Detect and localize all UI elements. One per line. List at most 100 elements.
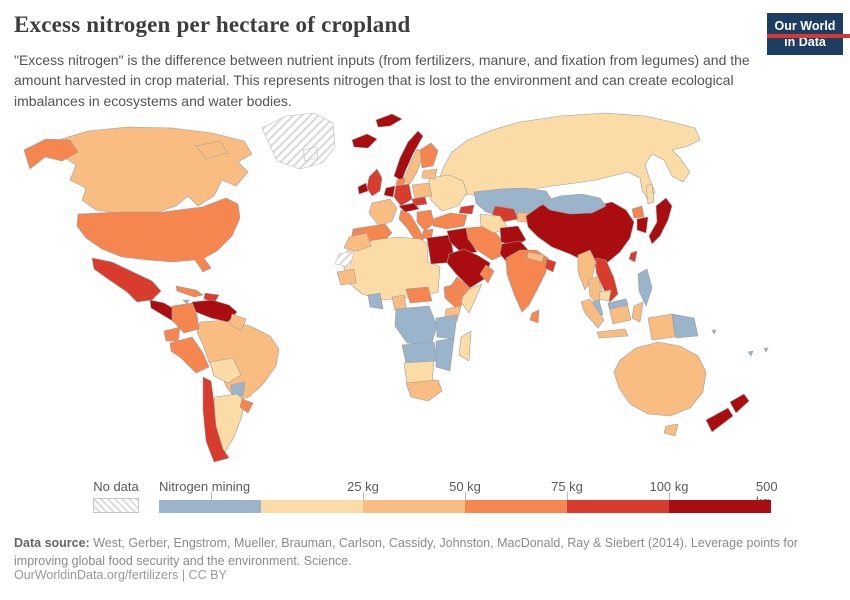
legend-segment-0-25[interactable] bbox=[261, 500, 363, 513]
country-central-african-republic[interactable] bbox=[405, 286, 433, 304]
country-venezuela[interactable] bbox=[191, 299, 238, 323]
country-madagascar[interactable] bbox=[458, 330, 472, 362]
country-mozambique-zimbabwe[interactable] bbox=[435, 337, 455, 372]
country-morocco[interactable] bbox=[343, 232, 372, 252]
legend-segment-75-100[interactable] bbox=[567, 500, 669, 513]
country-south-africa[interactable] bbox=[405, 379, 443, 402]
country-fiji[interactable] bbox=[747, 350, 754, 357]
country-alps[interactable] bbox=[398, 202, 420, 213]
country-indonesia-sumatra[interactable] bbox=[580, 298, 605, 329]
country-svalbard[interactable] bbox=[375, 113, 403, 128]
country-greenland-islet[interactable] bbox=[302, 146, 319, 162]
country-indonesia-java[interactable] bbox=[596, 328, 629, 339]
country-turkey[interactable] bbox=[432, 212, 468, 230]
country-north-korea[interactable] bbox=[631, 205, 645, 219]
country-usa[interactable] bbox=[76, 197, 241, 273]
legend-segment-50-75[interactable] bbox=[465, 500, 567, 513]
country-colombia[interactable] bbox=[171, 302, 200, 334]
country-tanzania[interactable] bbox=[435, 314, 458, 340]
country-yemen[interactable] bbox=[449, 276, 471, 296]
country-indonesia-sulawesi[interactable] bbox=[631, 301, 644, 323]
country-vietnam[interactable] bbox=[595, 257, 619, 303]
legend-tickmark bbox=[669, 492, 670, 500]
page-title: Excess nitrogen per hectare of cropland bbox=[14, 12, 411, 37]
country-mexico[interactable] bbox=[91, 257, 162, 303]
country-angola-zambia[interactable] bbox=[401, 341, 438, 364]
country-guyana[interactable] bbox=[229, 313, 247, 332]
country-germany[interactable] bbox=[393, 183, 413, 207]
country-uruguay[interactable] bbox=[239, 398, 254, 414]
legend-segment-100-500[interactable] bbox=[669, 500, 771, 513]
country-cambodia[interactable] bbox=[598, 289, 612, 302]
legend-segment-25-50[interactable] bbox=[363, 500, 465, 513]
country-mongolia[interactable] bbox=[539, 193, 607, 215]
country-bolivia[interactable] bbox=[209, 357, 242, 384]
country-papua-new-guinea[interactable] bbox=[671, 313, 699, 339]
country-alaska[interactable] bbox=[23, 138, 79, 170]
country-australia[interactable] bbox=[613, 341, 707, 417]
legend-tickmark bbox=[363, 492, 364, 500]
country-chile[interactable] bbox=[202, 376, 230, 463]
legend-tickmark bbox=[211, 492, 212, 500]
data-source-text: West, Gerber, Engstrom, Mueller, Brauman… bbox=[14, 536, 798, 569]
country-jamaica[interactable] bbox=[182, 299, 190, 305]
country-nepal[interactable] bbox=[526, 251, 545, 263]
country-greenland[interactable] bbox=[261, 112, 336, 170]
country-senegal[interactable] bbox=[336, 268, 357, 286]
country-eastern-europe[interactable] bbox=[426, 174, 468, 212]
owid-url-link[interactable]: OurWorldinData.org/fertilizers bbox=[14, 568, 179, 582]
country-uk[interactable] bbox=[366, 168, 383, 197]
country-finland[interactable] bbox=[419, 142, 439, 169]
legend-tick-100: 100 kg bbox=[649, 479, 689, 494]
country-russia-sakhalin[interactable] bbox=[645, 183, 655, 205]
country-new-zealand-south[interactable] bbox=[705, 407, 734, 433]
country-russia[interactable] bbox=[436, 112, 701, 201]
owid-logo-accent bbox=[767, 34, 850, 38]
country-poland[interactable] bbox=[411, 182, 433, 199]
country-france[interactable] bbox=[368, 198, 398, 227]
license-line: OurWorldinData.org/fertilizers | CC BY bbox=[14, 568, 227, 582]
country-brazil[interactable] bbox=[196, 319, 280, 402]
country-ecuador[interactable] bbox=[163, 326, 181, 342]
legend-segment-mining[interactable] bbox=[159, 500, 261, 513]
country-sri-lanka[interactable] bbox=[529, 309, 540, 324]
country-peru[interactable] bbox=[169, 336, 210, 374]
nitrogen-mining-label: Nitrogen mining bbox=[159, 479, 251, 494]
country-ireland[interactable] bbox=[357, 182, 369, 195]
country-norway[interactable] bbox=[393, 130, 424, 182]
country-balkans[interactable] bbox=[416, 209, 435, 232]
country-caucasus[interactable] bbox=[458, 204, 475, 215]
country-cuba[interactable] bbox=[175, 285, 204, 298]
country-iceland[interactable] bbox=[351, 133, 378, 149]
country-indonesia-west-new-guinea[interactable] bbox=[647, 313, 676, 341]
country-taiwan[interactable] bbox=[628, 250, 638, 263]
country-south-korea[interactable] bbox=[636, 216, 649, 234]
country-oman[interactable] bbox=[479, 264, 495, 284]
legend-no-data: No data bbox=[93, 479, 139, 513]
country-namibia-botswana[interactable] bbox=[403, 360, 435, 384]
no-data-swatch[interactable] bbox=[93, 498, 139, 513]
cc-by-link[interactable]: CC BY bbox=[188, 568, 227, 582]
country-philippines[interactable] bbox=[637, 268, 653, 307]
no-data-label: No data bbox=[93, 479, 139, 494]
country-pacific-islands[interactable] bbox=[763, 347, 769, 353]
country-bangladesh[interactable] bbox=[544, 258, 557, 273]
country-drc[interactable] bbox=[394, 305, 438, 347]
country-solomon-islands[interactable] bbox=[711, 329, 717, 335]
country-malaysia-borneo[interactable] bbox=[607, 298, 629, 310]
country-ghana-togo[interactable] bbox=[367, 292, 384, 310]
legend-tick-50: 50 kg bbox=[449, 479, 481, 494]
country-western-sahara[interactable] bbox=[334, 250, 355, 268]
country-canada-arctic-island[interactable] bbox=[195, 140, 229, 160]
country-japan[interactable] bbox=[648, 197, 673, 245]
data-source-label: Data source: bbox=[14, 536, 90, 550]
country-myanmar[interactable] bbox=[577, 249, 597, 291]
country-tasmania[interactable] bbox=[663, 423, 679, 437]
country-netherlands-belgium[interactable] bbox=[383, 185, 396, 198]
legend-color-bar bbox=[159, 500, 771, 513]
country-new-zealand-north[interactable] bbox=[729, 393, 750, 414]
country-baltics[interactable] bbox=[421, 168, 438, 180]
country-india[interactable] bbox=[505, 249, 549, 313]
country-paraguay[interactable] bbox=[230, 381, 246, 397]
data-source-note: Data source: West, Gerber, Engstrom, Mue… bbox=[14, 534, 814, 570]
